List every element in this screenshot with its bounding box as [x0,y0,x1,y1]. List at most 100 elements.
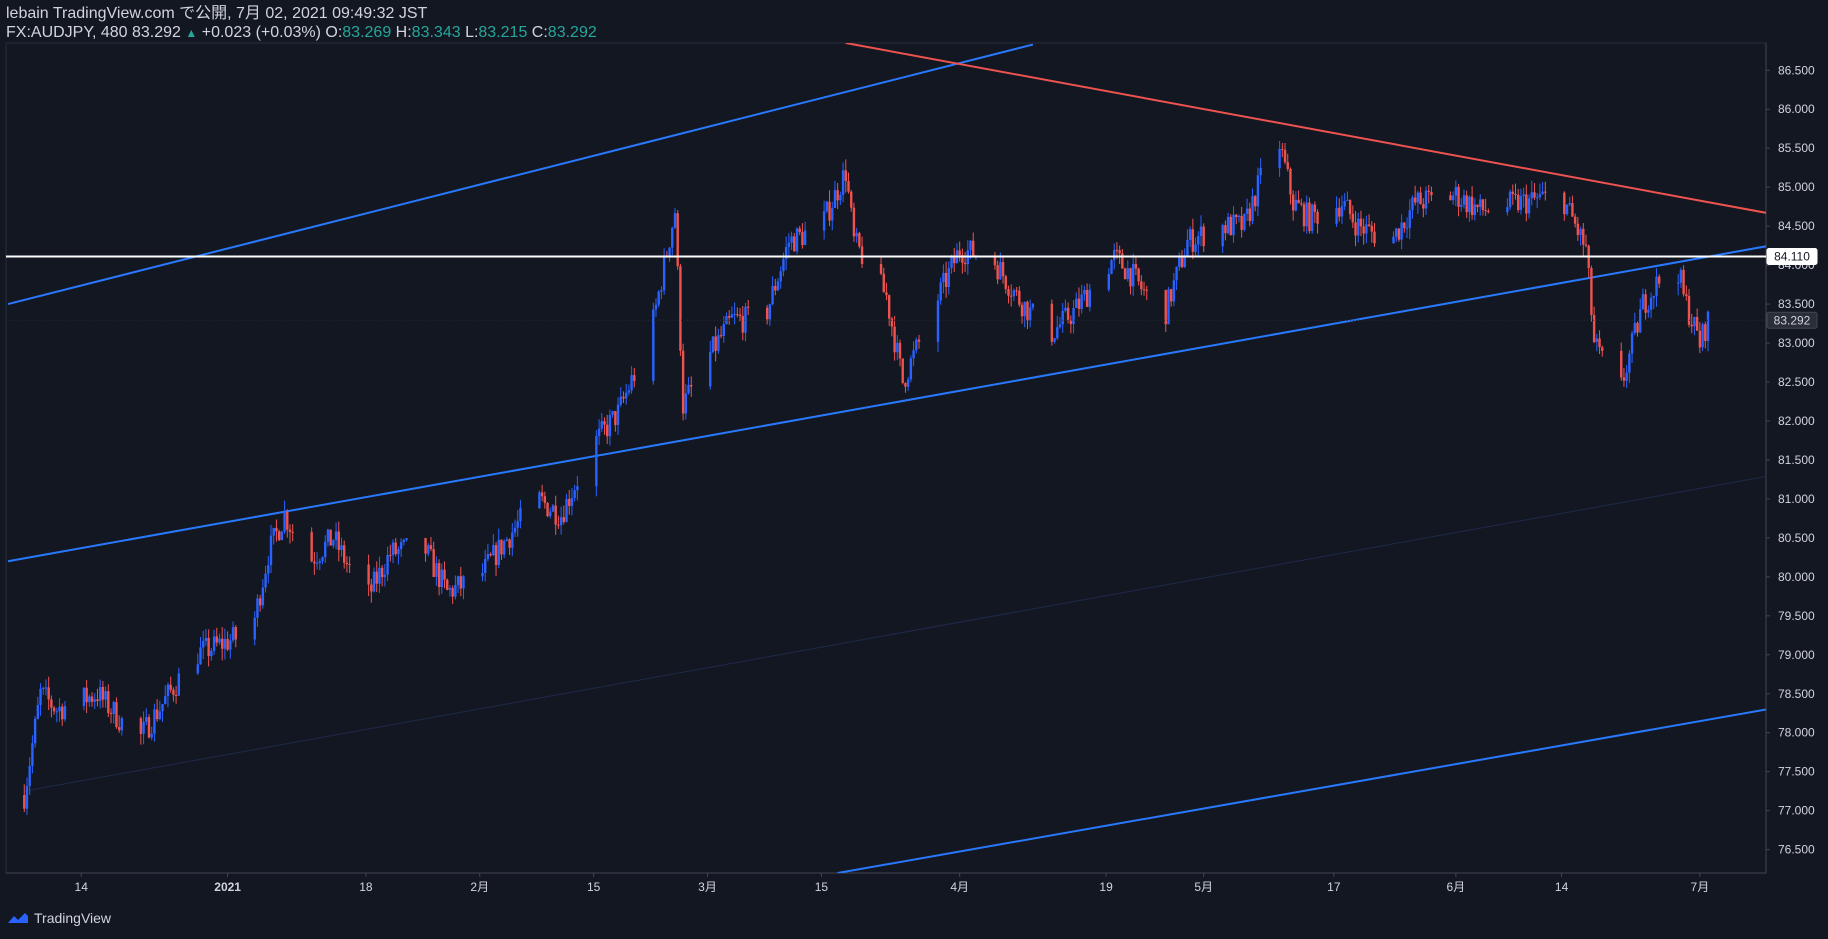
candle-body [1180,257,1184,268]
candle-body [1123,268,1127,280]
price-tick-label: 82.500 [1778,375,1815,389]
candle-body [1484,210,1487,212]
candle-body [1652,295,1655,298]
candle-body [28,765,31,787]
candle-body [372,571,376,592]
candle-body [1245,208,1249,214]
candle-body [559,517,563,526]
candle-body [1687,295,1691,325]
candle-body [1310,204,1314,232]
candle-body [668,247,671,257]
candle-body [944,272,948,287]
candle-body [950,256,953,268]
candle-body [1251,196,1254,222]
candle-body [961,255,964,263]
candle-body [1126,268,1129,280]
candle-body [446,579,449,590]
candle-body [912,350,915,359]
candle-body [671,227,674,248]
footer-brand: TradingView [34,910,112,926]
candle-body [383,574,387,578]
close-value: 83.292 [547,24,597,41]
candle-body [1053,338,1056,342]
candle-body [798,228,801,232]
candle-body [264,573,267,588]
candle-body [562,517,566,522]
tradingview-logo-icon [8,913,28,923]
candle-body [860,246,864,264]
candle-body [825,201,829,212]
candle-body [1601,347,1604,351]
candle-body [1085,290,1089,307]
candle-body [828,201,831,221]
candle-body [340,545,343,550]
candle-body [909,358,913,380]
price-axis[interactable] [1766,43,1828,873]
candle-body [1340,206,1344,217]
candle-body [204,637,208,641]
last-price: 83.292 [132,24,181,41]
time-tick-label: 18 [359,880,373,894]
candle-body [1487,211,1490,213]
footer: TradingView [6,910,111,926]
candle-body [1465,195,1468,213]
candle-body [226,638,229,650]
candle-body [481,572,484,577]
candle-body [1430,191,1433,196]
open-label: O: [325,24,343,41]
candle-body [538,492,541,509]
symbol-label[interactable]: FX:AUDJPY, 480 [6,24,128,41]
horizontal-line-group[interactable] [6,255,1766,321]
time-tick-label: 14 [75,880,89,894]
candle-body [1020,304,1024,317]
candle-body [917,339,921,342]
candle-body [1639,309,1642,333]
candle-body [717,335,720,351]
candle-body [744,306,747,333]
candle-body [958,250,961,256]
candle-body [166,684,170,696]
channel-line [7,245,1766,563]
candle-body [1530,192,1533,199]
candle-body [614,411,617,425]
candle-body [597,428,601,437]
candle-body [996,265,999,280]
candle-body [1001,262,1005,277]
candle-body [904,382,907,387]
candle-body [1240,215,1243,230]
candle-body [611,411,614,415]
trendlines[interactable] [7,43,1828,873]
time-axis[interactable] [6,873,1766,901]
price-tick-label: 78.500 [1778,687,1815,701]
candle-body [681,350,685,414]
candle-body [711,336,715,353]
candle-body [1644,294,1647,313]
candle-body [1009,295,1013,297]
candle-body [443,569,446,580]
candle-body [258,598,262,606]
candle-body [879,263,883,274]
open-value: 83.269 [342,24,392,41]
candle-body [1313,204,1317,212]
candle-body [511,532,514,548]
candle-body [147,717,151,738]
candle-body [1544,191,1547,193]
candle-body [1188,229,1192,240]
candle-body [1186,239,1189,257]
candle-body [1576,223,1580,235]
candle-body [1026,301,1029,321]
time-tick-label: 7月 [1691,880,1710,894]
candle-body [459,576,462,589]
candle-body [1565,204,1569,215]
candle-body [833,190,837,208]
chart-pane[interactable] [5,42,1767,874]
candle-body [448,588,452,590]
candle-body [1392,236,1395,244]
candle-body [90,696,94,702]
candle-body [343,545,346,563]
candle-body [375,571,378,584]
ohlc-legend: FX:AUDJPY, 480 83.292 ▲ +0.023 (+0.03%) … [6,23,597,42]
candle-body [1397,228,1401,240]
candle-body [1362,226,1365,234]
